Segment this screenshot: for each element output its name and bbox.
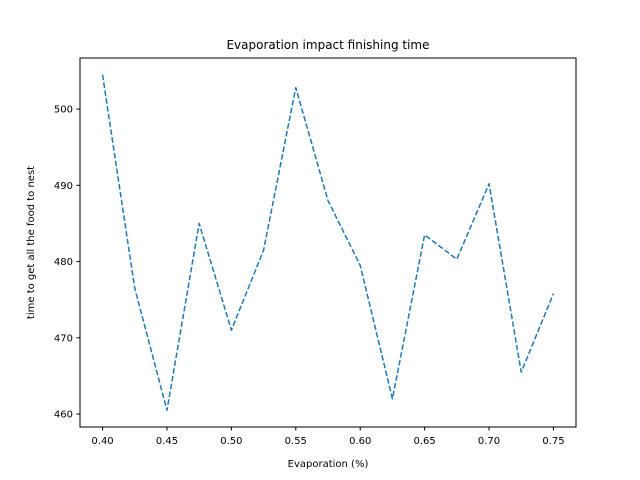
x-tick-label: 0.55 <box>285 436 307 447</box>
plot-area <box>101 74 555 411</box>
x-tick-label: 0.45 <box>156 436 178 447</box>
y-axis-label: time to get all the food to nest <box>26 166 37 319</box>
chart-title: Evaporation impact finishing time <box>226 38 429 52</box>
y-axis-ticks: 460 470 480 490 500 <box>54 105 80 421</box>
y-tick-label: 460 <box>54 410 73 421</box>
x-axis-label: Evaporation (%) <box>288 459 369 470</box>
y-tick-label: 480 <box>54 257 73 268</box>
series-line-0 <box>101 74 555 411</box>
x-tick-label: 0.50 <box>220 436 242 447</box>
y-tick-label: 490 <box>54 181 73 192</box>
x-tick-label: 0.60 <box>349 436 371 447</box>
x-tick-label: 0.40 <box>91 436 113 447</box>
axes-frame <box>79 57 577 428</box>
x-tick-label: 0.65 <box>413 436 435 447</box>
x-axis-ticks: 0.40 0.45 0.50 0.55 0.60 0.65 0.70 0.75 <box>91 427 565 447</box>
x-tick-label: 0.70 <box>478 436 500 447</box>
x-tick-label: 0.75 <box>542 436 564 447</box>
y-tick-label: 500 <box>54 105 73 116</box>
y-tick-label: 470 <box>54 333 73 344</box>
